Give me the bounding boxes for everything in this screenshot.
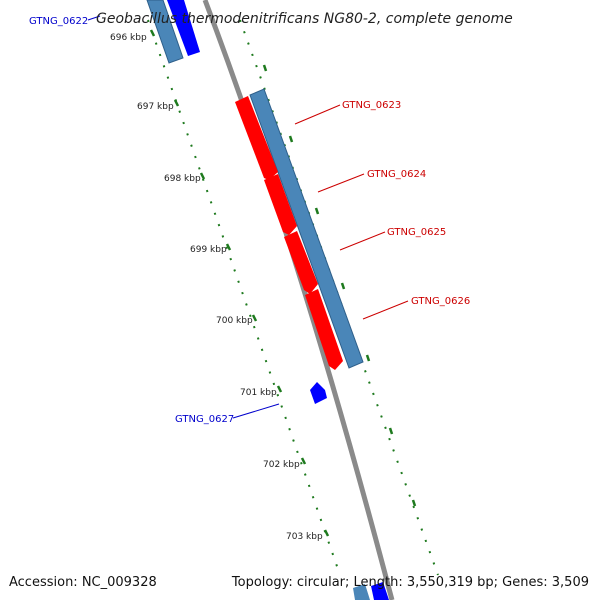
tick-track-left [147, 19, 341, 576]
label-leaders [87, 15, 409, 419]
cds-GTNG_0626[interactable] [305, 289, 343, 370]
genome-summary: Topology: circular; Length: 3,550,319 bp… [231, 575, 589, 590]
major-tick [411, 499, 417, 507]
major-ticks-right [262, 64, 417, 507]
kbp-label: 703 kbp [286, 532, 323, 542]
kbp-label: 697 kbp [137, 102, 174, 112]
major-tick [199, 172, 206, 180]
cds-GTNG_0623[interactable] [235, 96, 278, 180]
kbp-label: 696 kbp [110, 33, 147, 43]
major-tick [314, 207, 320, 215]
kbp-label: 699 kbp [190, 245, 227, 255]
major-tick [149, 29, 156, 37]
accession-label: Accession: NC_009328 [9, 575, 157, 590]
page-title: Geobacillus thermodenitrificans NG80-2, … [96, 11, 513, 27]
gene-label-GTNG_0625[interactable]: GTNG_0625 [387, 227, 446, 238]
cds-GTNG_0624[interactable] [264, 174, 297, 235]
leader-GTNG_0623 [294, 104, 341, 125]
gene-label-GTNG_0627[interactable]: GTNG_0627 [175, 414, 234, 425]
leader-GTNG_0624 [317, 173, 365, 193]
major-tick [300, 457, 307, 465]
gene-feature-bar [249, 88, 364, 369]
leader-GTNG_0627 [232, 403, 280, 419]
major-tick [388, 427, 394, 435]
kbp-label: 698 kbp [164, 174, 201, 184]
leader-GTNG_0626 [362, 300, 409, 320]
cds-GTNG_0627[interactable] [310, 382, 327, 404]
major-tick [251, 314, 258, 322]
major-tick [276, 385, 283, 393]
gene-label-GTNG_0626[interactable]: GTNG_0626 [411, 296, 470, 307]
gene-label-GTNG_0623[interactable]: GTNG_0623 [342, 100, 401, 111]
cds-GTNG_0625[interactable] [284, 231, 318, 294]
major-tick [225, 243, 232, 251]
leader-GTNG_0622 [87, 15, 101, 21]
gene-bottom-partial[interactable] [353, 582, 389, 600]
major-tick [173, 99, 180, 107]
major-tick [288, 135, 294, 143]
major-tick [340, 282, 346, 290]
kbp-label: 700 kbp [216, 316, 253, 326]
genome-backbone [202, 0, 395, 600]
major-tick [323, 529, 330, 537]
major-tick [365, 354, 371, 362]
gene-GTNG_0622[interactable] [146, 0, 200, 64]
major-ticks-left [149, 29, 330, 537]
gene-label-GTNG_0624[interactable]: GTNG_0624 [367, 169, 426, 180]
gene-label-GTNG_0622[interactable]: GTNG_0622 [29, 16, 88, 27]
kbp-label: 702 kbp [263, 460, 300, 470]
leader-GTNG_0625 [339, 231, 386, 251]
kbp-label: 701 kbp [240, 388, 277, 398]
major-tick [262, 64, 268, 72]
